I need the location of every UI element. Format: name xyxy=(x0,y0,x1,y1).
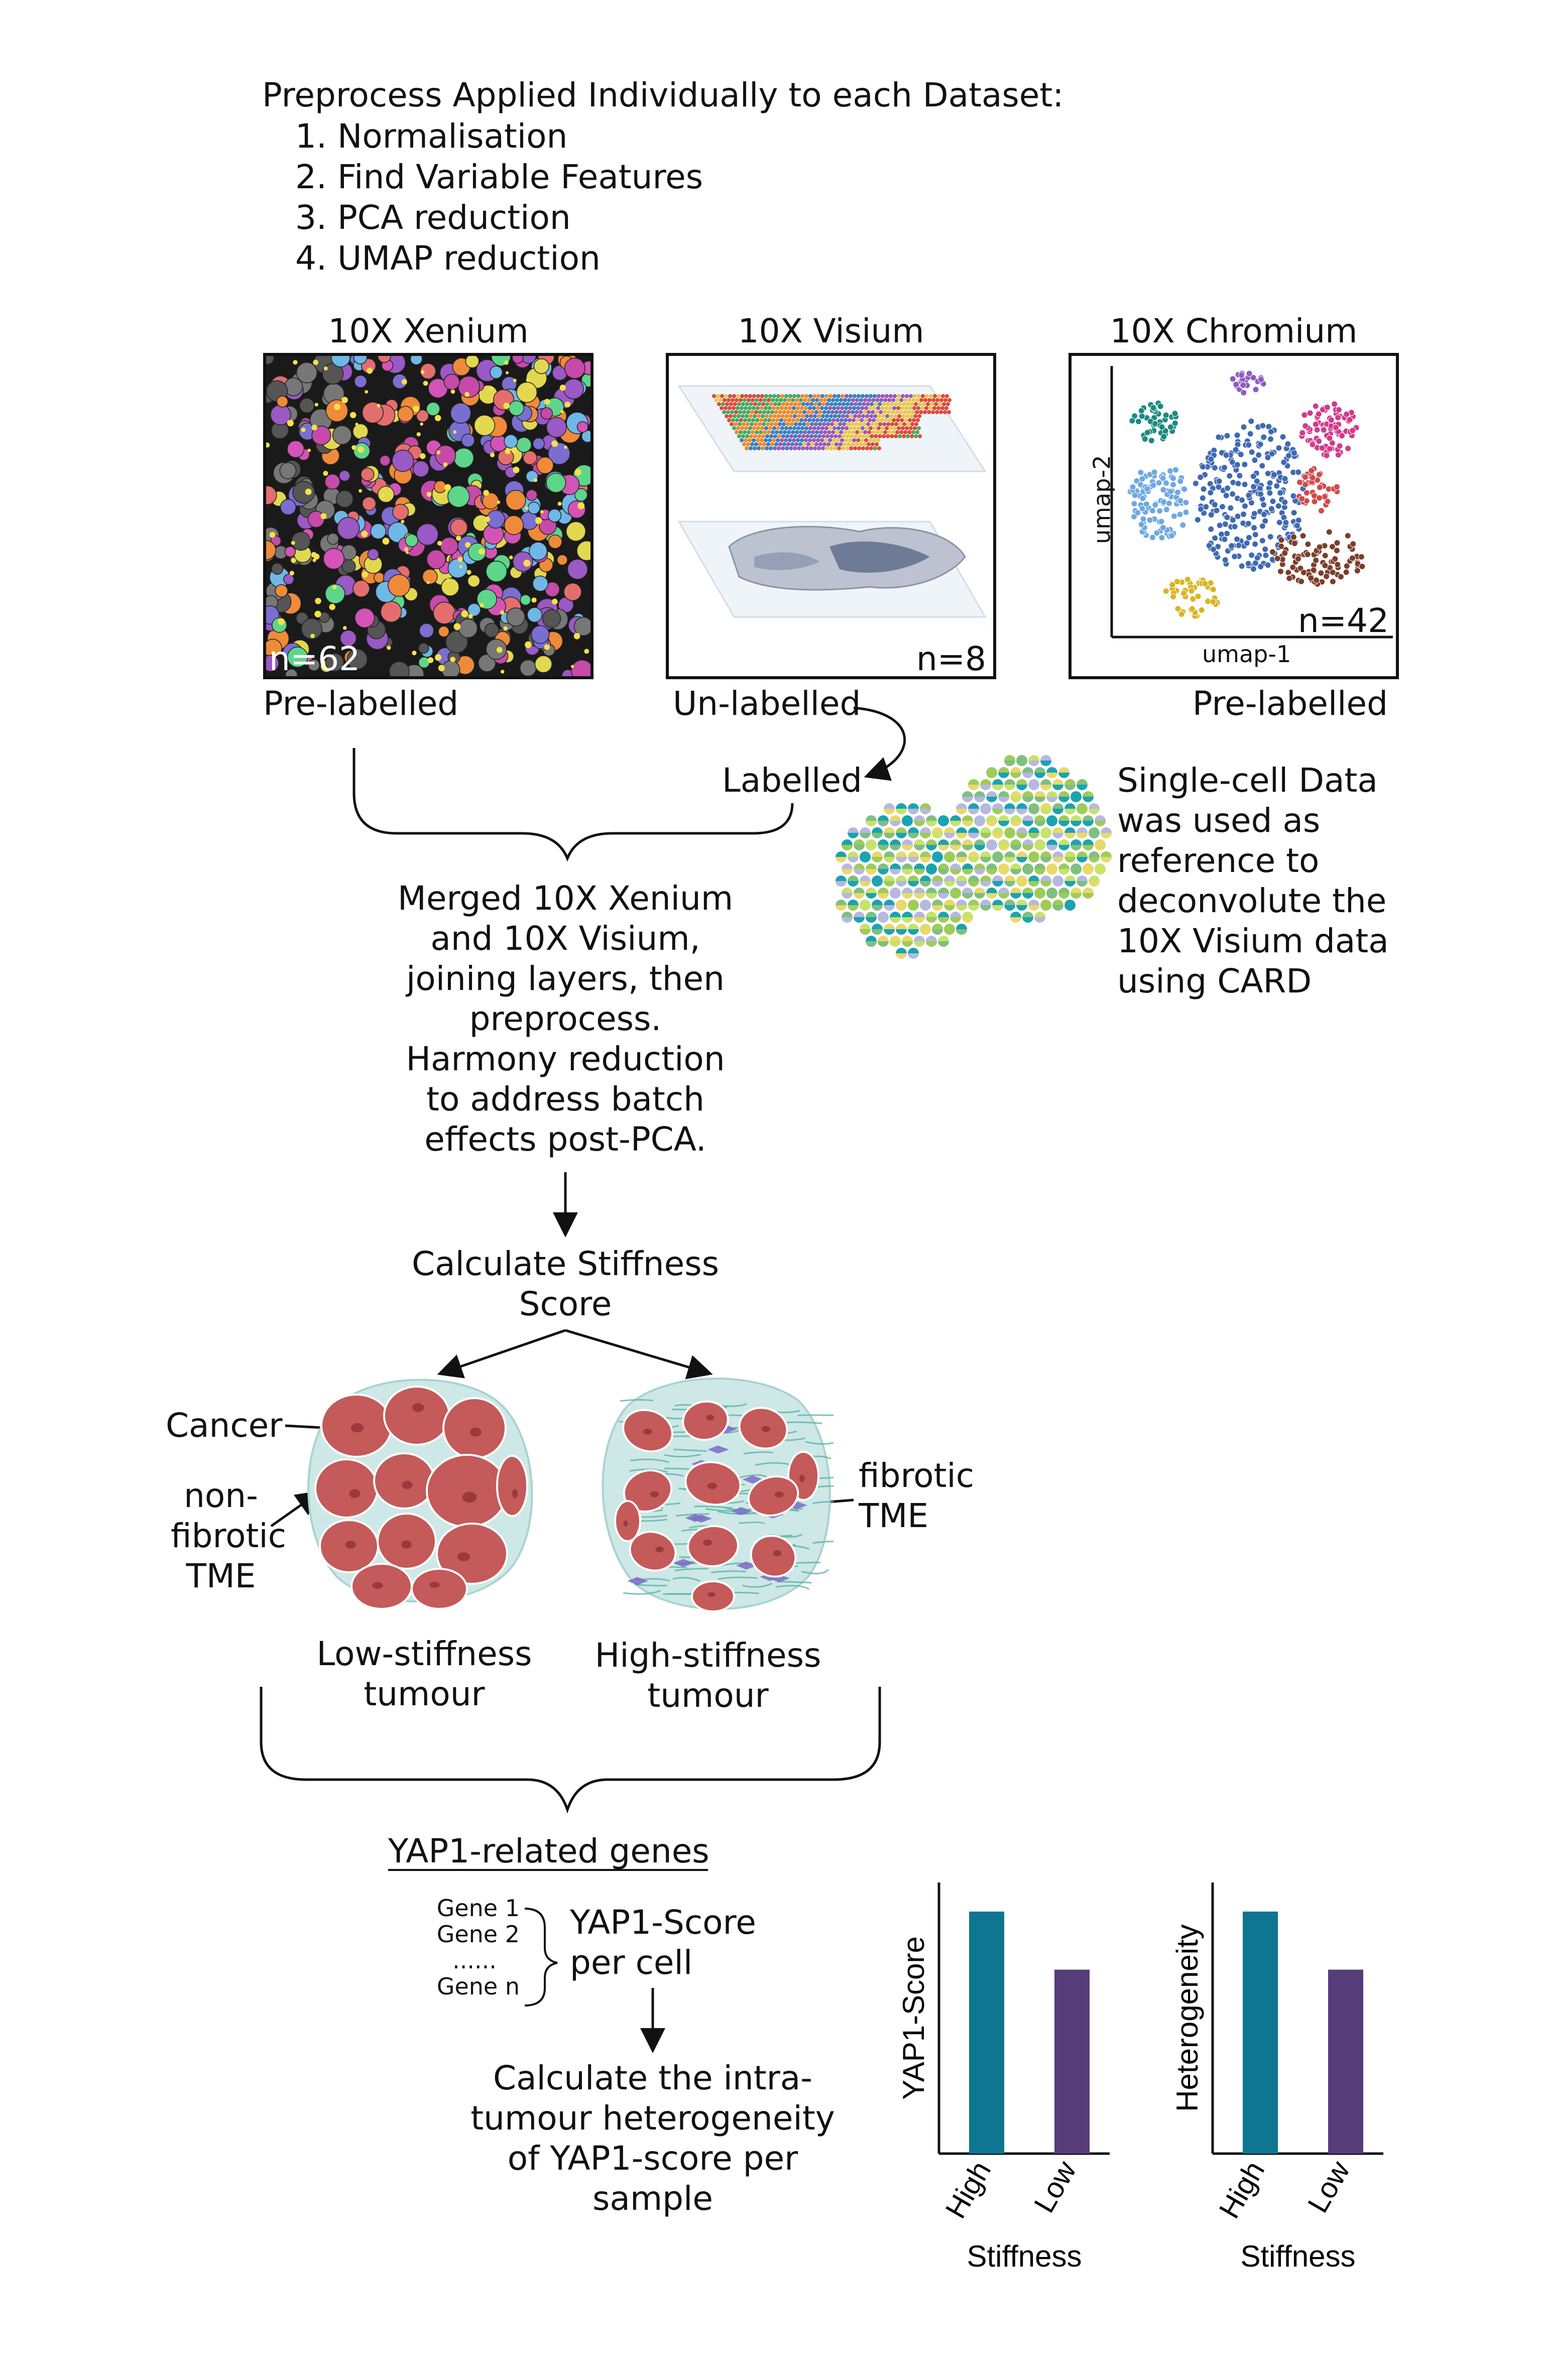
decon-line-1: Single-cell Data xyxy=(1117,761,1378,800)
stiffness-text: Calculate Stiffness Score xyxy=(365,1244,766,1324)
fibrotic-label: fibrotic TME xyxy=(859,1456,974,1536)
decon-line-6: using CARD xyxy=(1117,962,1312,1000)
gene-1: Gene 1 xyxy=(436,1895,520,1922)
low-line-1: Low-stiffness xyxy=(316,1635,532,1673)
bar-low xyxy=(1054,1969,1090,2154)
visium-panel: n=8 xyxy=(666,353,996,679)
merge-line-6: to address batch xyxy=(426,1080,704,1118)
stiffness-line-1: Calculate Stiffness xyxy=(411,1244,719,1283)
chromium-n: n=42 xyxy=(1297,601,1389,640)
gene-list: Gene 1 Gene 2 ...... Gene n xyxy=(429,1895,520,1999)
heterogeneity-text: Calculate the intra- tumour heterogeneit… xyxy=(437,2058,869,2219)
nonfibrotic-line-2: fibrotic xyxy=(171,1517,287,1555)
heterogeneity-bar-chart: High Low Stiffness Heterogeneity xyxy=(1170,1883,1383,2273)
bar-high xyxy=(969,1911,1004,2154)
x-axis-label: Stiffness xyxy=(967,2239,1082,2273)
merge-text: Merged 10X Xenium and 10X Visium, joinin… xyxy=(365,879,766,1160)
visium-status: Un-labelled xyxy=(673,684,861,723)
x-axis-label: Stiffness xyxy=(1240,2239,1355,2273)
merge-line-4: preprocess. xyxy=(469,999,662,1038)
tick-label-low: Low xyxy=(1028,2155,1083,2218)
preprocess-step-2: 2. Find Variable Features xyxy=(295,158,703,196)
xenium-status: Pre-labelled xyxy=(263,684,459,723)
decon-line-3: reference to xyxy=(1117,841,1320,880)
het-line-2: tumour heterogeneity xyxy=(470,2099,835,2138)
yap-score-bar-chart: High Low Stiffness YAP1-Score xyxy=(897,1883,1110,2273)
fibrotic-line-2: TME xyxy=(859,1496,928,1535)
merge-line-7: effects post-PCA. xyxy=(424,1120,706,1159)
het-line-3: of YAP1-score per xyxy=(507,2139,798,2178)
nonfibrotic-label: non- fibrotic TME xyxy=(171,1476,287,1596)
umap-plot xyxy=(1110,366,1393,639)
deconvolution-spot-map xyxy=(836,755,1112,959)
tick-label-high: High xyxy=(1213,2156,1271,2224)
nonfibrotic-line-3: TME xyxy=(186,1557,256,1595)
low-stiffness-label: Low-stiffness tumour xyxy=(274,1634,575,1714)
y-axis-label: YAP1-Score xyxy=(897,1936,930,2100)
preprocess-step-4: 4. UMAP reduction xyxy=(295,239,601,278)
merge-line-3: joining layers, then xyxy=(406,959,725,998)
tick-label-low: Low xyxy=(1301,2155,1357,2218)
decon-line-2: was used as xyxy=(1117,801,1321,840)
low-stiffness-tumour-image xyxy=(307,1379,533,1610)
bar-low xyxy=(1328,1969,1363,2154)
high-stiffness-label: High-stiffness tumour xyxy=(557,1636,859,1716)
merge-line-1: Merged 10X Xenium xyxy=(397,879,734,918)
visium-n: n=8 xyxy=(916,640,986,678)
chromium-title: 10X Chromium xyxy=(1110,312,1358,350)
low-line-2: tumour xyxy=(364,1675,485,1713)
decon-line-4: deconvolute the xyxy=(1117,882,1387,920)
chromium-panel: umap-2 umap-1 n=42 xyxy=(1069,353,1399,679)
merge-line-2: and 10X Visium, xyxy=(430,919,700,958)
gene-2: Gene 2 xyxy=(436,1921,520,1948)
gene-n: Gene n xyxy=(436,1973,520,2000)
visium-layers-image xyxy=(677,385,987,618)
yap-score-text: YAP1-Score per cell xyxy=(570,1903,756,1983)
high-line-1: High-stiffness xyxy=(595,1636,821,1675)
xenium-n: n=62 xyxy=(269,640,361,678)
fibrotic-line-1: fibrotic xyxy=(859,1456,975,1495)
stiffness-line-2: Score xyxy=(519,1285,612,1323)
yap-score-line-1: YAP1-Score xyxy=(570,1903,756,1942)
het-line-4: sample xyxy=(592,2179,713,2218)
preprocess-step-1: 1. Normalisation xyxy=(295,117,568,156)
chromium-status: Pre-labelled xyxy=(1192,684,1388,723)
y-axis-label: Heterogeneity xyxy=(1170,1924,1204,2112)
cancer-label: Cancer xyxy=(166,1406,283,1445)
preprocess-heading: Preprocess Applied Individually to each … xyxy=(262,76,1064,114)
deconvolution-text: Single-cell Data was used as reference t… xyxy=(1117,761,1389,1001)
decon-line-5: 10X Visium data xyxy=(1117,922,1389,960)
umap-xaxis-label: umap-1 xyxy=(1202,641,1291,668)
xenium-title: 10X Xenium xyxy=(328,312,529,350)
yap-genes-title: YAP1-related genes xyxy=(388,1832,709,1870)
yap-score-line-2: per cell xyxy=(570,1943,693,1982)
gene-ellipsis: ...... xyxy=(452,1947,497,1974)
xenium-cell-image xyxy=(266,356,590,676)
preprocess-step-3: 3. PCA reduction xyxy=(295,198,571,237)
het-line-1: Calculate the intra- xyxy=(493,2059,812,2097)
nonfibrotic-line-1: non- xyxy=(184,1476,258,1515)
high-stiffness-tumour-image xyxy=(602,1377,834,1612)
merge-line-5: Harmony reduction xyxy=(406,1040,725,1078)
visium-title: 10X Visium xyxy=(738,312,924,350)
xenium-panel: n=62 xyxy=(263,353,594,679)
high-line-2: tumour xyxy=(647,1676,769,1715)
bar-high xyxy=(1243,1911,1278,2154)
visium-labelled: Labelled xyxy=(722,761,862,800)
tick-label-high: High xyxy=(939,2156,997,2224)
